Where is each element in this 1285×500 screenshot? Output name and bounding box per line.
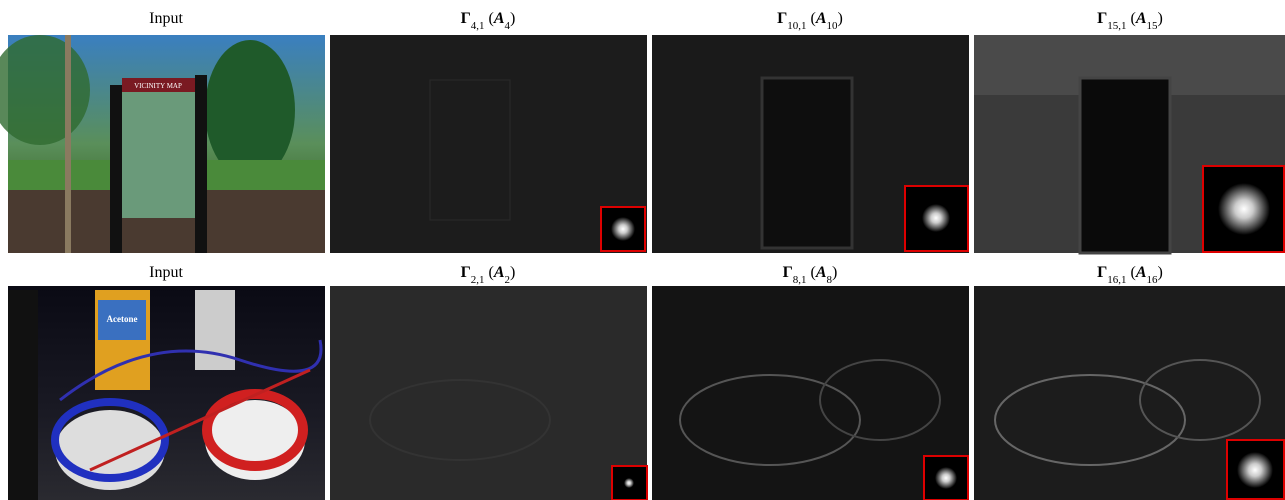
caption: Input <box>149 10 183 27</box>
caption-part: 4,1 <box>471 20 485 32</box>
response <box>330 35 647 253</box>
caption-part: 16 <box>1147 274 1159 286</box>
caption-part: ) <box>1158 10 1163 27</box>
caption-part: ) <box>832 264 837 281</box>
sign-header <box>122 78 195 92</box>
response-image <box>652 35 969 253</box>
caption-part: ) <box>510 264 515 281</box>
caption-part: 10,1 <box>787 20 806 32</box>
box-text: Acetone <box>107 314 138 324</box>
edge <box>994 374 1186 466</box>
caption: Γ10,1 (A10) <box>777 10 843 32</box>
edge <box>429 79 511 221</box>
caption-part: ( <box>485 10 494 27</box>
caption-part: Γ <box>461 264 471 281</box>
caption: Γ15,1 (A15) <box>1097 10 1163 32</box>
edge <box>760 76 854 250</box>
tree <box>205 40 295 180</box>
caption-part: ( <box>485 264 494 281</box>
kernel <box>611 217 635 241</box>
response-image <box>974 35 1285 255</box>
response <box>652 286 969 500</box>
input-image: VICINITY MAP <box>0 35 325 253</box>
caption-part: Γ <box>1097 264 1107 281</box>
wire <box>89 368 311 472</box>
caption: Γ8,1 (A8) <box>783 264 838 286</box>
trunk <box>65 35 71 253</box>
response-image <box>652 286 969 500</box>
kernel <box>922 204 950 232</box>
post <box>195 75 207 253</box>
caption-part: Γ <box>1097 10 1107 27</box>
kernel <box>935 467 957 489</box>
caption-part: 2,1 <box>471 274 485 286</box>
caption-part: ) <box>1158 264 1163 281</box>
caption-part: A <box>815 10 827 27</box>
caption-part: 8 <box>827 274 833 286</box>
caption: Γ2,1 (A2) <box>461 264 516 286</box>
edge <box>1078 76 1172 255</box>
sign-board <box>122 78 195 218</box>
caption-part: Γ <box>777 10 787 27</box>
caption-part: ( <box>807 10 816 27</box>
caption: Input <box>149 264 183 281</box>
caption-part: Input <box>149 264 183 281</box>
caption-part: ( <box>1127 264 1136 281</box>
caption-part: 10 <box>827 20 839 32</box>
caption-part: 15,1 <box>1107 20 1126 32</box>
label <box>98 300 146 340</box>
response-image <box>974 286 1285 500</box>
caption-part: Input <box>149 10 183 27</box>
edge <box>819 359 941 441</box>
wire <box>59 339 323 402</box>
caption-part: A <box>493 10 505 27</box>
caption: Γ16,1 (A16) <box>1097 264 1163 286</box>
caption-part: Γ <box>783 264 793 281</box>
caption-part: ( <box>807 264 816 281</box>
edge <box>369 379 551 461</box>
edge <box>1139 359 1261 441</box>
kernel <box>1237 452 1273 488</box>
response-image <box>330 286 648 500</box>
caption: Γ4,1 (A4) <box>461 10 516 32</box>
caption-part: A <box>1135 10 1147 27</box>
caption-part: 2 <box>505 274 511 286</box>
response-image <box>330 35 647 253</box>
can <box>8 290 38 500</box>
caption-part: A <box>815 264 827 281</box>
caption-part: Γ <box>461 10 471 27</box>
sign-text: VICINITY MAP <box>134 82 182 90</box>
caption-part: 8,1 <box>793 274 807 286</box>
kernel <box>1218 183 1270 235</box>
caption-part: 4 <box>505 20 511 32</box>
post <box>110 85 122 253</box>
blue-wire <box>51 398 169 482</box>
input-image: Acetone <box>8 286 325 500</box>
caption-part: ) <box>510 10 515 27</box>
caption-part: A <box>1135 264 1147 281</box>
caption-part: 16,1 <box>1107 274 1126 286</box>
caption-part: A <box>493 264 505 281</box>
caption-part: ( <box>1127 10 1136 27</box>
kernel <box>624 478 634 488</box>
caption-part: ) <box>838 10 843 27</box>
caption-part: 15 <box>1147 20 1159 32</box>
response <box>330 286 647 500</box>
edge <box>679 374 861 466</box>
